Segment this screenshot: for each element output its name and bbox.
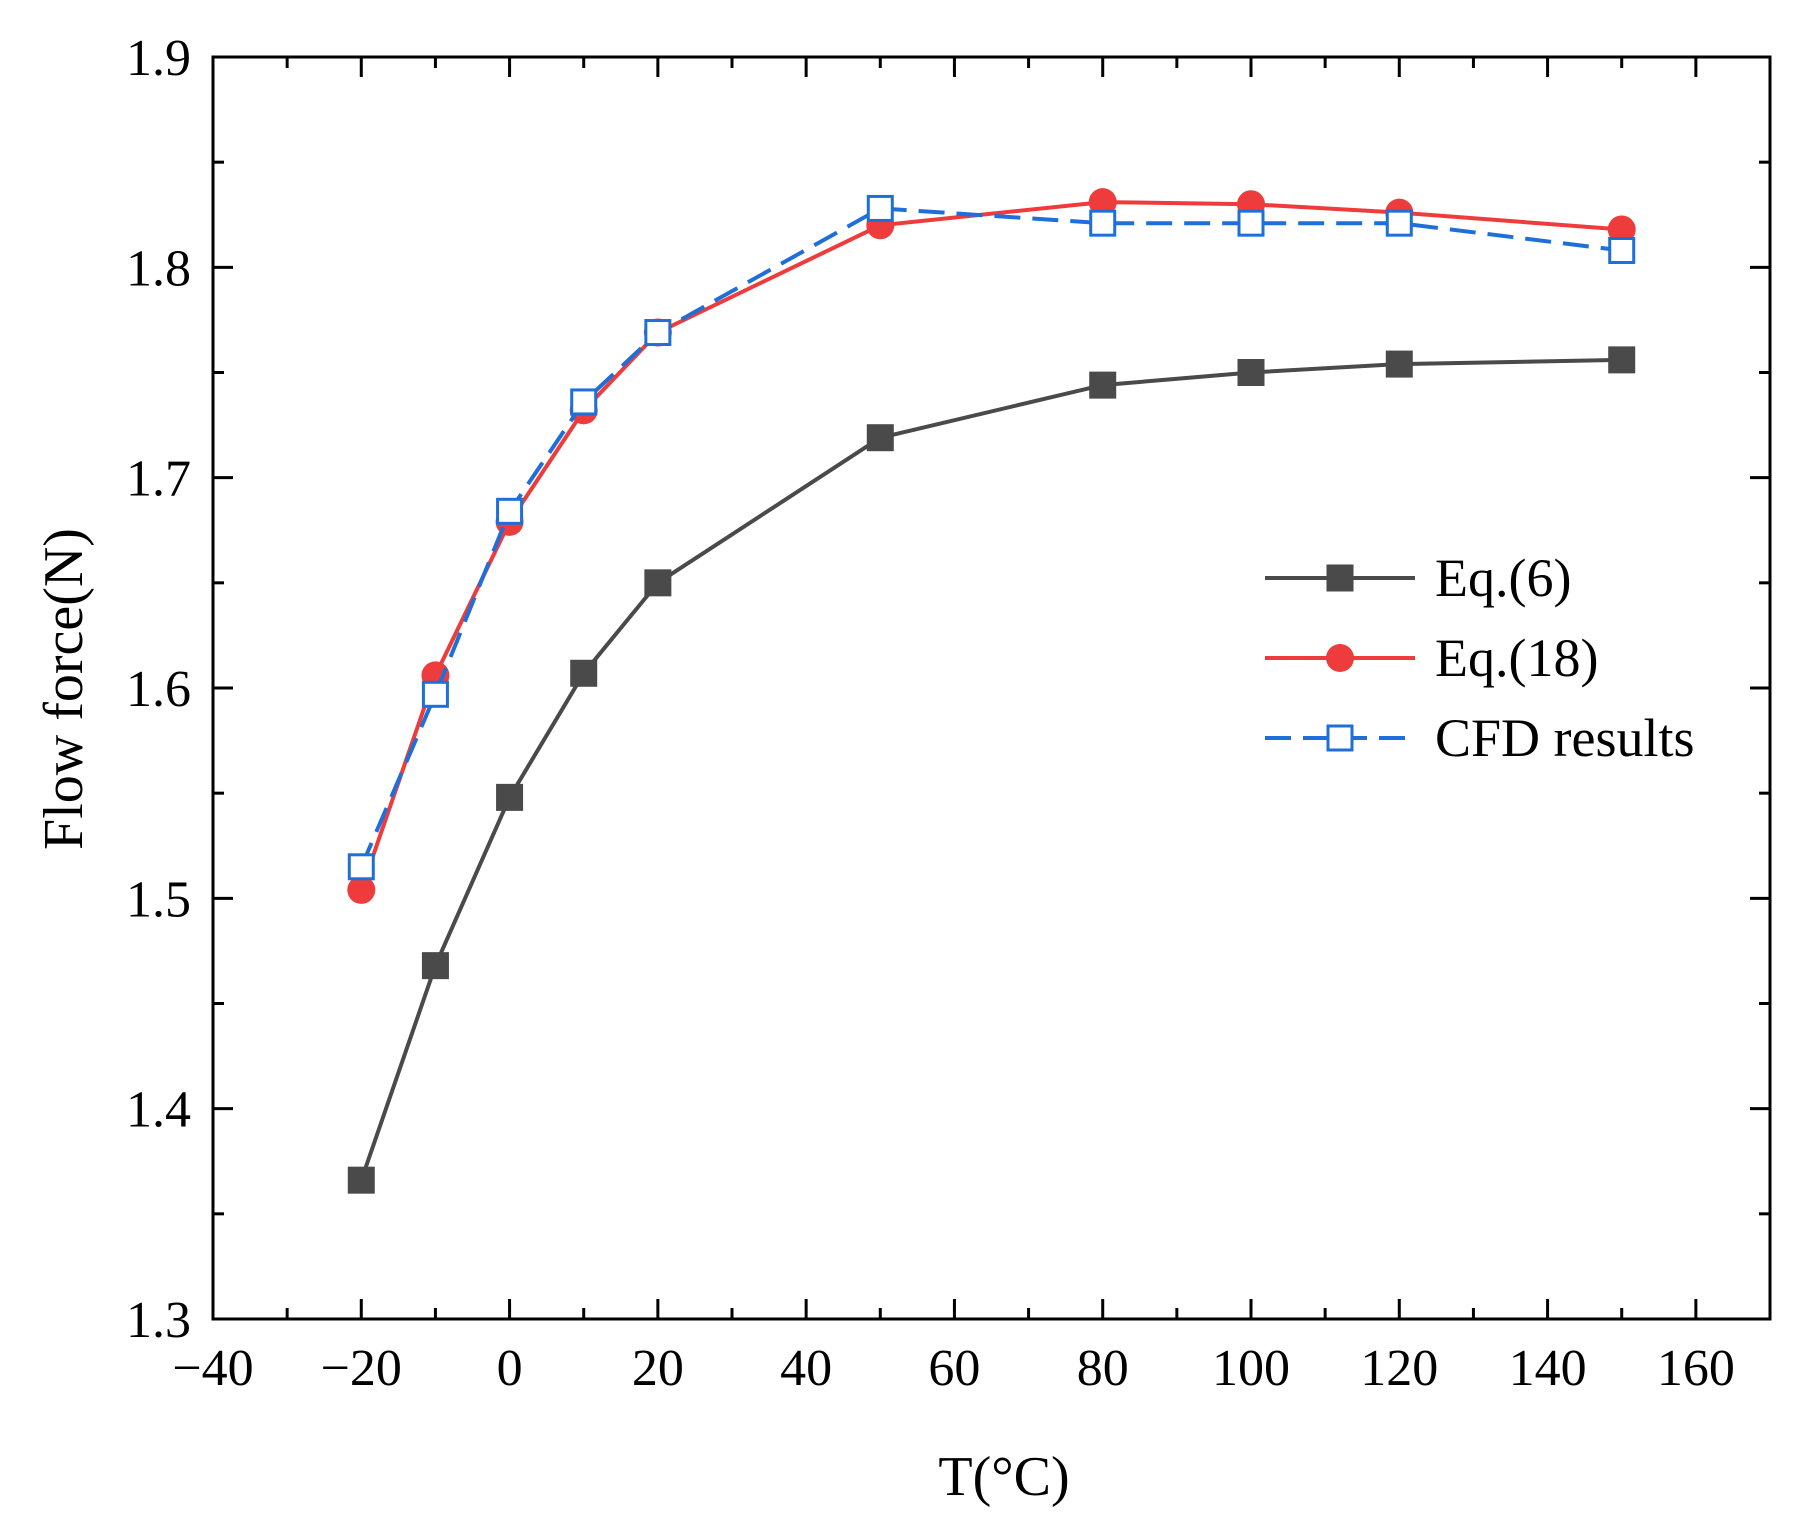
data-point <box>347 853 375 881</box>
x-tick-label: 160 <box>1657 1340 1735 1397</box>
legend-label: Eq.(6) <box>1435 548 1571 608</box>
data-point <box>1089 371 1117 399</box>
legend: Eq.(6) Eq.(18) CFD results <box>1265 548 1695 768</box>
data-point <box>347 1166 375 1194</box>
x-tick-label: 140 <box>1509 1340 1587 1397</box>
data-point <box>644 569 672 597</box>
series-layer <box>347 188 1636 1194</box>
data-point <box>347 875 376 904</box>
series-3 <box>347 194 1636 881</box>
x-tick-label: 20 <box>632 1340 684 1397</box>
data-point <box>421 952 449 980</box>
series-line <box>359 357 1622 1181</box>
data-point <box>570 388 598 416</box>
data-point <box>496 497 524 525</box>
data-point <box>1088 188 1117 217</box>
legend-swatch-marker <box>1326 564 1354 592</box>
x-tick-label: −20 <box>321 1340 402 1397</box>
y-tick-label: 1.3 <box>126 1292 191 1349</box>
legend-swatch-marker <box>1326 724 1354 752</box>
y-tick-label: 1.6 <box>126 661 191 718</box>
data-point <box>421 680 449 708</box>
data-point <box>1237 359 1265 386</box>
x-tick-label: 40 <box>780 1340 832 1397</box>
legend-entry: Eq.(6) <box>1265 548 1571 608</box>
x-tick-label: 60 <box>928 1340 980 1397</box>
legend-entry: Eq.(18) <box>1265 628 1598 688</box>
x-tick-label: 100 <box>1212 1340 1290 1397</box>
x-tick-label: 80 <box>1077 1340 1129 1397</box>
data-point <box>1607 215 1636 244</box>
data-point <box>1608 346 1636 374</box>
legend-entry: CFD results <box>1265 708 1695 768</box>
data-point <box>1385 209 1413 237</box>
data-point <box>644 319 672 347</box>
x-tick-label: 120 <box>1360 1340 1438 1397</box>
data-point <box>866 424 894 452</box>
y-axis-title: Flow force(N) <box>33 528 95 850</box>
series-1 <box>347 346 1636 1194</box>
y-axis: 1.3 1.4 1.5 1.6 1.7 1.8 1.9 <box>126 30 1770 1349</box>
data-point <box>1385 350 1413 378</box>
legend-swatch-marker <box>1326 644 1354 672</box>
y-tick-label: 1.7 <box>126 451 191 508</box>
data-point <box>1089 209 1117 237</box>
series-line <box>359 206 1622 868</box>
legend-label: Eq.(18) <box>1435 628 1598 688</box>
y-tick-label: 1.4 <box>126 1082 191 1139</box>
legend-label: CFD results <box>1435 708 1695 768</box>
x-axis-title: T(°C) <box>938 1446 1069 1508</box>
data-point <box>1608 237 1636 265</box>
y-tick-label: 1.5 <box>126 871 191 928</box>
data-point <box>496 783 524 811</box>
x-tick-label: −40 <box>172 1340 253 1397</box>
data-point <box>1237 209 1265 237</box>
x-axis: −40 −20 0 20 40 60 80 100 120 140 160 <box>172 57 1735 1397</box>
data-point <box>866 194 894 222</box>
y-tick-label: 1.8 <box>126 240 191 297</box>
data-point <box>570 659 598 687</box>
y-tick-label: 1.9 <box>126 30 191 87</box>
x-tick-label: 0 <box>497 1340 523 1397</box>
